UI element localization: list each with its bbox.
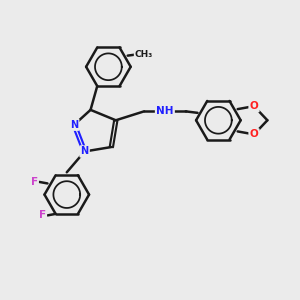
Text: O: O — [250, 101, 258, 111]
Text: F: F — [39, 210, 46, 220]
Text: N: N — [70, 120, 78, 130]
Text: N: N — [80, 146, 89, 157]
Text: CH₃: CH₃ — [135, 50, 153, 58]
Text: F: F — [31, 177, 38, 187]
Text: NH: NH — [156, 106, 174, 116]
Text: O: O — [250, 129, 258, 140]
